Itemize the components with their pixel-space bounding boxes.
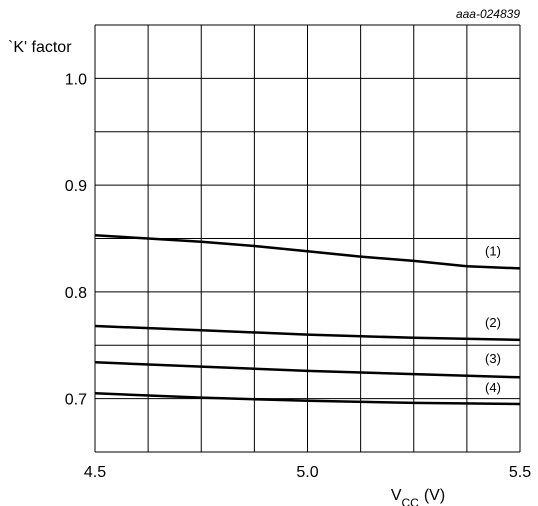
x-tick-label: 5.5	[509, 464, 531, 481]
series-label: (1)	[485, 243, 501, 258]
y-tick-label: 0.8	[65, 285, 87, 302]
series-group	[94, 234, 521, 406]
series-line	[94, 392, 521, 406]
series-line	[94, 234, 521, 270]
y-tick-label: 1.0	[65, 71, 87, 88]
x-axis-label-unit: (V)	[424, 487, 445, 504]
x-tick-label: 5.0	[296, 464, 318, 481]
x-axis-label-main: V	[391, 487, 402, 504]
series-line	[94, 324, 521, 342]
y-tick-label: 0.7	[65, 392, 87, 409]
figure-id: aaa-024839	[456, 7, 520, 21]
series-label: (2)	[485, 315, 501, 330]
grid	[94, 24, 521, 453]
series-labels: (1) (2) (3) (4)	[485, 243, 501, 395]
series-label: (4)	[485, 380, 501, 395]
series-line	[94, 361, 521, 379]
y-tick-label: 0.9	[65, 178, 87, 195]
tick-labels: 0.7 0.8 0.9 1.0 4.5 5.0 5.5	[65, 71, 531, 481]
y-axis-label: `K' factor	[8, 39, 72, 56]
x-axis-label: VCC (V)	[391, 487, 445, 506]
x-axis-label-subscript: CC	[402, 496, 420, 506]
x-tick-label: 4.5	[84, 464, 106, 481]
series-label: (3)	[485, 351, 501, 366]
